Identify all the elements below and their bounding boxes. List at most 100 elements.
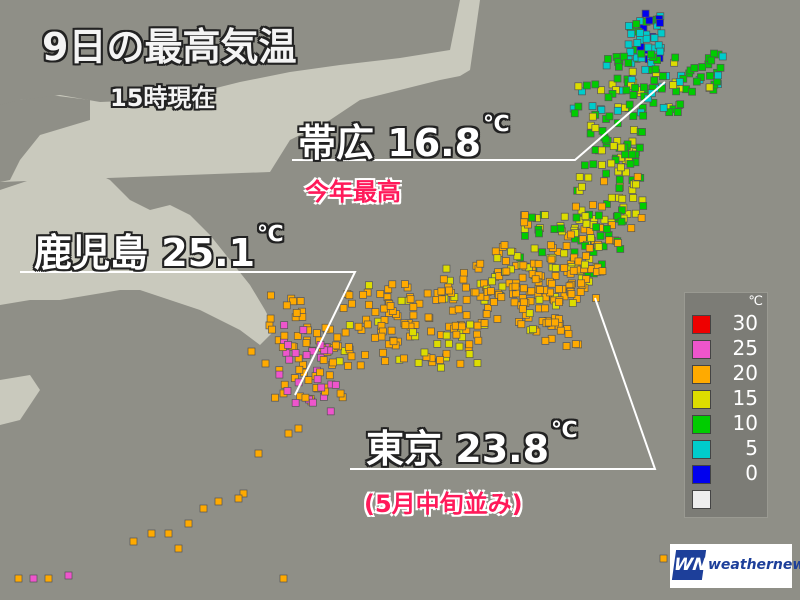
station-marker [261,359,270,368]
station-marker [615,175,624,184]
station-marker [386,302,395,310]
station-marker [409,328,417,337]
station-marker [656,47,665,56]
station-marker [692,77,701,86]
legend-label: 5 [745,436,758,460]
station-marker [291,399,300,407]
mainland-asia [0,0,480,425]
station-marker [582,275,591,283]
station-marker [644,43,653,52]
station-marker [624,40,633,49]
station-marker [333,333,342,342]
station-marker [675,78,684,86]
legend-swatch [692,390,711,409]
map-subtitle: 15時現在 [110,84,216,112]
station-marker [600,215,609,224]
station-marker [456,359,465,368]
legend-item: 5 [692,436,762,460]
station-marker [632,20,641,28]
station-marker [572,294,581,303]
station-marker [280,331,289,340]
station-marker [486,287,495,295]
station-marker [313,329,321,337]
station-marker [294,424,303,433]
callout-kagoshima: 鹿児島 25.1℃ [34,222,284,277]
station-marker [389,337,398,346]
station-marker [442,331,451,340]
station-marker [582,219,591,228]
station-marker [493,315,502,323]
station-marker [560,249,569,258]
station-marker [473,321,482,330]
station-marker [376,290,385,298]
station-marker [639,111,648,120]
station-marker [598,161,606,169]
station-marker [642,34,651,43]
station-marker [521,232,529,240]
station-marker [401,321,410,329]
station-marker [436,356,444,364]
city-name: 帯広 [298,121,375,165]
station-marker [633,172,642,181]
station-marker [507,247,515,256]
station-marker [513,252,522,261]
temperature-value: 16.8 [387,121,482,165]
station-marker [555,285,563,293]
station-marker [562,241,571,250]
legend-swatch [692,440,711,459]
station-marker [493,254,502,263]
station-marker [317,383,326,392]
station-marker [344,361,352,370]
station-marker [292,309,301,317]
station-marker [529,325,537,334]
station-marker [714,71,722,80]
station-marker [285,355,294,364]
station-marker [519,298,528,307]
station-marker [129,537,138,546]
legend-unit: ℃ [748,294,763,309]
station-marker [647,50,656,59]
station-marker [541,211,549,219]
station-marker [618,194,627,203]
station-marker [710,49,718,58]
station-marker [325,371,334,380]
legend-swatch [692,315,711,334]
station-marker [707,56,716,65]
station-marker [674,108,682,116]
station-marker [44,574,53,583]
station-marker [574,102,583,111]
station-marker [628,150,637,159]
station-marker [466,320,474,329]
station-marker [380,304,389,313]
station-marker [309,398,317,407]
station-marker [519,261,528,270]
legend-swatch [692,465,711,484]
station-marker [625,100,634,109]
station-marker [321,387,330,396]
station-marker [476,259,485,268]
station-marker [613,106,622,115]
station-marker [613,212,622,220]
station-marker [534,260,543,268]
station-marker [267,291,275,300]
station-marker [345,321,354,329]
station-marker [280,321,289,329]
station-marker [605,236,614,245]
station-marker [659,104,668,112]
station-marker [615,62,623,71]
station-marker [299,326,308,334]
station-marker [271,393,279,402]
station-marker [293,332,302,340]
station-marker [640,83,648,92]
station-marker [633,38,642,47]
station-marker [465,340,474,349]
station-marker [645,16,654,25]
station-marker [569,266,578,275]
tokyo-note: (5月中旬並み) [364,490,523,518]
station-marker [594,243,603,251]
temperature-value: 25.1 [161,231,256,275]
legend-item: 20 [692,362,762,385]
station-marker [462,311,471,320]
station-marker [688,87,696,96]
station-marker [365,281,373,290]
